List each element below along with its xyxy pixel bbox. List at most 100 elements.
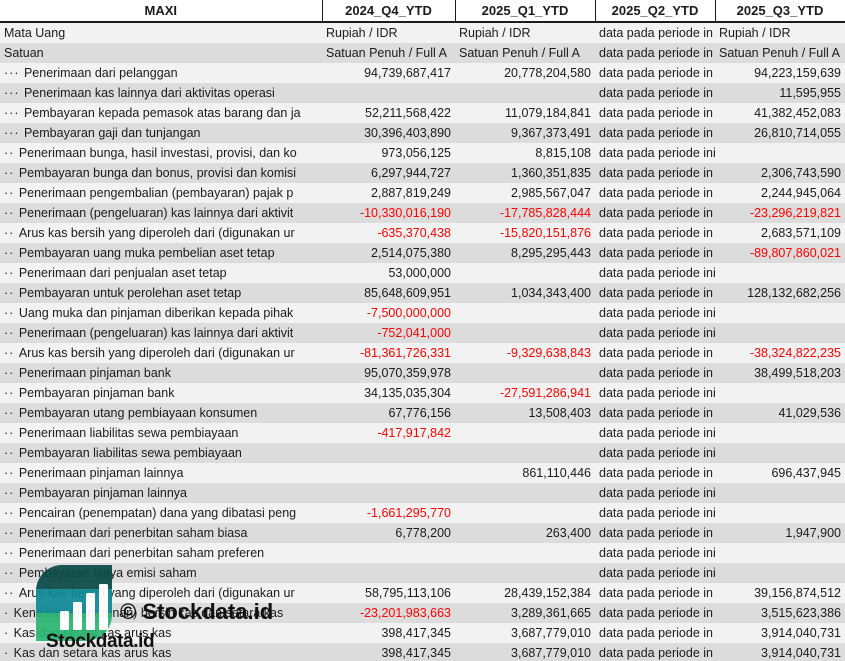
indent-dots: ·· <box>4 306 19 320</box>
cell-c2 <box>455 423 595 443</box>
table-row[interactable]: ·· Pembayaran pinjaman bank 34,135,035,30… <box>0 383 845 403</box>
table-row[interactable]: · Kas dan setara kas arus kas 398,417,345… <box>0 643 845 661</box>
column-header-2025-q3-ytd[interactable]: 2025_Q3_YTD <box>714 0 845 23</box>
cell-c4: 26,810,714,055 <box>715 123 845 143</box>
table-row[interactable]: ·· Arus kas bersih yang diperoleh dari (… <box>0 343 845 363</box>
row-label: ·· Pencairan (penempatan) dana yang diba… <box>0 503 322 523</box>
cell-c3: data pada periode ini tidak tersedia <box>595 263 715 283</box>
row-label: ··· Penerimaan dari pelanggan <box>0 63 322 83</box>
table-row[interactable]: ·· Penerimaan dari penerbitan saham pref… <box>0 543 845 563</box>
cell-c4: Satuan Penuh / Full A <box>715 43 845 63</box>
table-row[interactable]: ·· Penerimaan dari penerbitan saham bias… <box>0 523 845 543</box>
column-header-2024-q4-ytd[interactable]: 2024_Q4_YTD <box>321 0 456 23</box>
meta-row[interactable]: Satuan Satuan Penuh / Full A Satuan Penuh … <box>0 43 845 63</box>
cell-c1: -752,041,000 <box>322 323 455 343</box>
cell-c2 <box>455 263 595 283</box>
indent-dots: ·· <box>4 586 19 600</box>
cell-c2 <box>455 563 595 583</box>
meta-row[interactable]: Mata Uang Rupiah / IDR Rupiah / IDR data pa… <box>0 22 845 43</box>
table-row[interactable]: ·· Pembayaran biaya emisi saham data pada… <box>0 563 845 583</box>
cell-c1: 398,417,345 <box>322 643 455 661</box>
cell-c2: -17,785,828,444 <box>455 203 595 223</box>
table-row[interactable]: ·· Pembayaran pinjaman lainnya data pada … <box>0 483 845 503</box>
table-row[interactable]: ·· Penerimaan bunga, hasil investasi, pr… <box>0 143 845 163</box>
cell-c1: -23,201,983,663 <box>322 603 455 623</box>
cell-c1: 53,000,000 <box>322 263 455 283</box>
table-row[interactable]: ··· Penerimaan kas lainnya dari aktivita… <box>0 83 845 103</box>
cell-c2: 8,815,108 <box>455 143 595 163</box>
cell-c3: data pada periode in <box>595 623 715 643</box>
cell-c1: 85,648,609,951 <box>322 283 455 303</box>
cell-c4: -89,807,860,021 <box>715 243 845 263</box>
cell-c4: 2,683,571,109 <box>715 223 845 243</box>
cell-c4: -23,296,219,821 <box>715 203 845 223</box>
cell-c4: 3,914,040,731 <box>715 623 845 643</box>
cell-c4: 38,499,518,203 <box>715 363 845 383</box>
cell-c1: -417,917,842 <box>322 423 455 443</box>
indent-dots: ·· <box>4 186 19 200</box>
row-label: ·· Arus kas bersih yang diperoleh dari (… <box>0 343 322 363</box>
cell-c3: data pada periode in <box>595 43 715 63</box>
indent-dots: ·· <box>4 166 19 180</box>
table-row[interactable]: ··· Pembayaran kepada pemasok atas baran… <box>0 103 845 123</box>
table-row[interactable]: ·· Penerimaan dari penjualan aset tetap 5… <box>0 263 845 283</box>
table-row[interactable]: ·· Penerimaan liabilitas sewa pembiayaan… <box>0 423 845 443</box>
cell-c1: 95,070,359,978 <box>322 363 455 383</box>
row-label: ·· Penerimaan pinjaman bank <box>0 363 322 383</box>
table-row[interactable]: ·· Pembayaran utang pembiayaan konsumen 6… <box>0 403 845 423</box>
table-row[interactable]: · Kenaikan (penurunan) bersih kas dan se… <box>0 603 845 623</box>
table-row[interactable]: ·· Pencairan (penempatan) dana yang diba… <box>0 503 845 523</box>
table-row[interactable]: ·· Penerimaan (pengeluaran) kas lainnya … <box>0 203 845 223</box>
cell-c3: data pada periode in <box>595 83 715 103</box>
table-row[interactable]: ·· Penerimaan (pengeluaran) kas lainnya … <box>0 323 845 343</box>
column-header-2025-q2-ytd[interactable]: 2025_Q2_YTD <box>594 0 716 23</box>
table-row[interactable]: ·· Pembayaran untuk perolehan aset tetap… <box>0 283 845 303</box>
cell-c3: data pada periode in <box>595 463 715 483</box>
table-row[interactable]: ·· Arus kas bersih yang diperoleh dari (… <box>0 223 845 243</box>
cell-c2: 13,508,403 <box>455 403 595 423</box>
table-row[interactable]: ·· Penerimaan pengembalian (pembayaran) … <box>0 183 845 203</box>
column-header-2025-q1-ytd[interactable]: 2025_Q1_YTD <box>454 0 596 23</box>
cell-c2: Rupiah / IDR <box>455 22 595 43</box>
cell-c1: 34,135,035,304 <box>322 383 455 403</box>
cell-c2 <box>455 443 595 463</box>
table-row[interactable]: ·· Pembayaran uang muka pembelian aset t… <box>0 243 845 263</box>
table-row[interactable]: · Kas dan setara kas arus kas 398,417,345… <box>0 623 845 643</box>
table-row[interactable]: ·· Penerimaan pinjaman lainnya 861,110,44… <box>0 463 845 483</box>
cell-c4 <box>715 323 845 343</box>
indent-dots: · <box>4 646 14 660</box>
cell-c4 <box>715 563 845 583</box>
indent-dots: ·· <box>4 286 19 300</box>
table-row[interactable]: ··· Pembayaran gaji dan tunjangan 30,396,… <box>0 123 845 143</box>
cell-c1: 94,739,687,417 <box>322 63 455 83</box>
cell-c2: 861,110,446 <box>455 463 595 483</box>
cell-c4: 3,515,623,386 <box>715 603 845 623</box>
cell-c2: 3,687,779,010 <box>455 623 595 643</box>
row-label: ·· Penerimaan dari penerbitan saham pref… <box>0 543 322 563</box>
row-label: Satuan <box>0 43 322 63</box>
cell-c1: 398,417,345 <box>322 623 455 643</box>
row-label: ·· Penerimaan dari penerbitan saham bias… <box>0 523 322 543</box>
row-label: ·· Penerimaan (pengeluaran) kas lainnya … <box>0 323 322 343</box>
table-row[interactable]: ··· Penerimaan dari pelanggan 94,739,687,… <box>0 63 845 83</box>
cell-c3: data pada periode ini tidak tersedia <box>595 323 715 343</box>
indent-dots: ·· <box>4 386 19 400</box>
indent-dots: ··· <box>4 66 24 80</box>
indent-dots: ·· <box>4 486 19 500</box>
cell-c3: data pada periode ini tidak tersedia <box>595 543 715 563</box>
cell-c2: 11,079,184,841 <box>455 103 595 123</box>
cell-c4: 41,382,452,083 <box>715 103 845 123</box>
cell-c4: -38,324,822,235 <box>715 343 845 363</box>
table-row[interactable]: ·· Pembayaran liabilitas sewa pembiayaan… <box>0 443 845 463</box>
table-row[interactable]: ·· Pembayaran bunga dan bonus, provisi d… <box>0 163 845 183</box>
cell-c3: data pada periode ini tidak tersedia <box>595 563 715 583</box>
table-row[interactable]: ·· Uang muka dan pinjaman diberikan kepa… <box>0 303 845 323</box>
indent-dots: ·· <box>4 566 19 580</box>
cell-c4 <box>715 143 845 163</box>
cell-c4: 696,437,945 <box>715 463 845 483</box>
table-row[interactable]: ·· Penerimaan pinjaman bank 95,070,359,97… <box>0 363 845 383</box>
column-header-ticker[interactable]: MAXI <box>0 0 322 23</box>
table-row[interactable]: ·· Arus kas bersih yang diperoleh dari (… <box>0 583 845 603</box>
row-label: ·· Penerimaan bunga, hasil investasi, pr… <box>0 143 322 163</box>
cell-c4: 94,223,159,639 <box>715 63 845 83</box>
